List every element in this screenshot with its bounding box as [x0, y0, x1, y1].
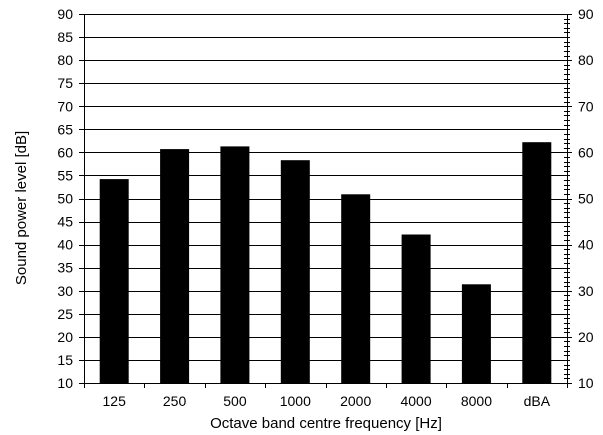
y-tick-label-right: 40	[578, 237, 594, 253]
y-tick-label-left: 75	[57, 75, 73, 91]
x-tick-label: 125	[103, 393, 127, 409]
bar	[280, 160, 310, 383]
y-tick-label-left: 90	[57, 6, 73, 22]
x-axis-title: Octave band centre frequency [Hz]	[210, 415, 442, 432]
y-tick-label-left: 10	[57, 375, 73, 391]
y-tick-label-right: 80	[578, 52, 594, 68]
x-tick-label: 4000	[400, 393, 431, 409]
y-tick-label-left: 65	[57, 121, 73, 137]
bar	[220, 146, 250, 383]
y-tick-label-left: 60	[57, 144, 73, 160]
bar	[401, 234, 431, 383]
y-tick-label-left: 25	[57, 306, 73, 322]
tick-labels: 10 15 20 25 30 35 40 45 50 55 60 65 70 75 80 85 90 10 20 30…	[57, 6, 593, 409]
y-tick-label-right: 20	[578, 329, 594, 345]
y-tick-label-right: 90	[578, 6, 594, 22]
y-tick-label-left: 35	[57, 260, 73, 276]
y-tick-label-left: 40	[57, 237, 73, 253]
y-tick-label-left: 70	[57, 98, 73, 114]
y-tick-label-left: 15	[57, 352, 73, 368]
bars	[99, 142, 552, 383]
axes	[79, 14, 572, 388]
x-tick-label: 2000	[340, 393, 371, 409]
y-tick-label-right: 60	[578, 144, 594, 160]
bar	[461, 284, 491, 383]
x-tick-label: 1000	[280, 393, 311, 409]
y-tick-label-left: 30	[57, 283, 73, 299]
y-axis-title: Sound power level [dB]	[13, 131, 30, 285]
x-tick-label: 8000	[461, 393, 492, 409]
bar	[99, 179, 129, 383]
y-tick-label-left: 20	[57, 329, 73, 345]
bar	[341, 194, 371, 383]
y-tick-label-right: 30	[578, 283, 594, 299]
y-tick-label-left: 45	[57, 214, 73, 230]
y-tick-label-left: 80	[57, 52, 73, 68]
grid-lines	[84, 14, 567, 361]
y-tick-label-left: 85	[57, 29, 73, 45]
y-tick-label-right: 70	[578, 98, 594, 114]
y-tick-label-right: 10	[578, 375, 594, 391]
y-tick-label-left: 55	[57, 167, 73, 183]
x-tick-label: 250	[163, 393, 187, 409]
y-tick-label-right: 50	[578, 191, 594, 207]
bar	[522, 142, 552, 383]
x-tick-label: dBA	[524, 393, 551, 409]
bar	[160, 149, 190, 383]
y-tick-label-left: 50	[57, 191, 73, 207]
x-tick-label: 500	[223, 393, 247, 409]
